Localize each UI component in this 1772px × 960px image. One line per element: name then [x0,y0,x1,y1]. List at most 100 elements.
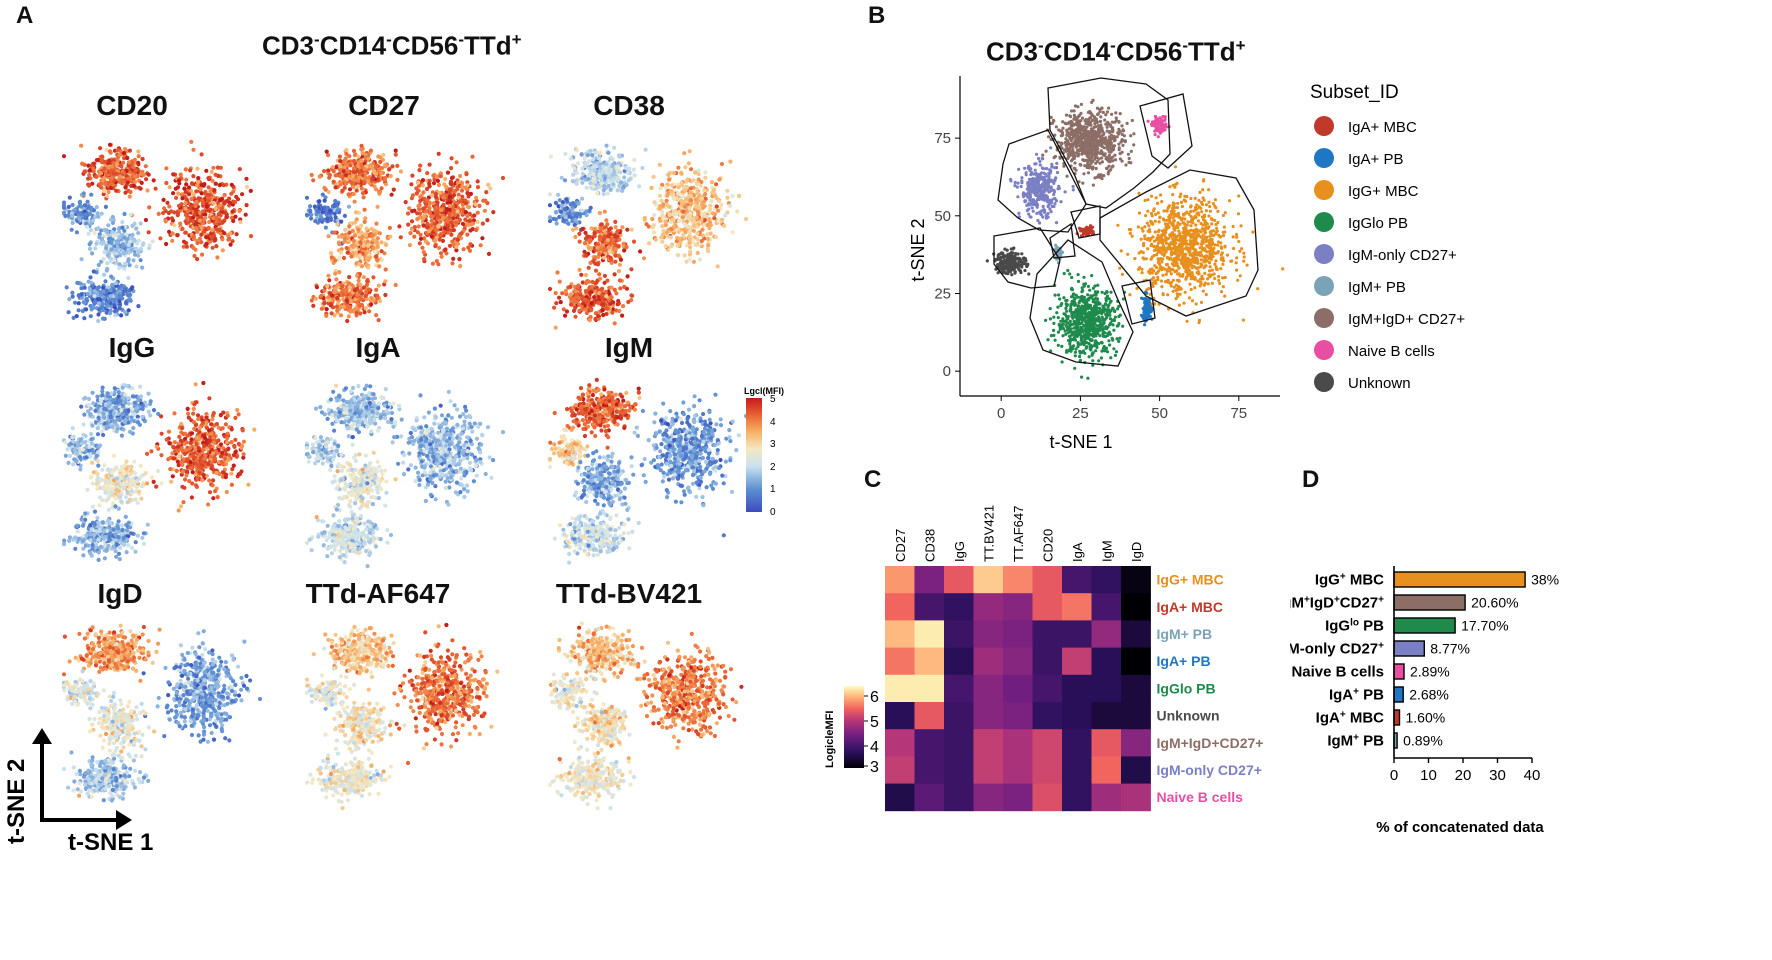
cell-dot [637,184,642,189]
cell-dot [420,183,425,188]
cell-dot [362,310,367,315]
cell-dot [322,185,327,191]
cell-dot [669,183,674,188]
cell-dot [175,233,180,238]
cell-dot [167,185,172,190]
cell-dot [191,420,197,425]
cell-dot [141,241,146,246]
cell-dot [176,508,181,513]
cell-dot [329,311,334,316]
cell-dot [559,203,564,208]
cell-dot [370,176,375,181]
cell-dot [319,306,324,311]
cell-dot [92,301,97,306]
cell-dot [613,219,618,224]
cell-dot [136,230,141,236]
cell-dot [107,142,113,147]
cell-dot [324,313,329,318]
cell-dot [650,225,655,230]
cell-dot [438,251,444,256]
cell-dot [214,227,219,232]
cell-dot [334,277,339,282]
cell-dot [136,154,141,159]
cell-dot [134,264,139,269]
cell-dot [78,281,83,286]
cell-dot [172,411,177,416]
cell-dot [193,461,198,466]
cell-dot [229,440,234,445]
cell-dot [210,245,215,250]
cell-dot [222,193,227,198]
cell-dot [435,178,440,183]
cell-dot [133,174,138,179]
cell-dot [351,185,356,190]
cell-dot [86,163,91,168]
cell-dot [441,215,446,221]
cell-dot [180,469,185,474]
cell-dot [212,457,217,462]
cell-dot [106,223,111,228]
cell-dot [207,478,212,483]
cell-dot [409,182,414,187]
cell-dot [88,221,93,226]
cell-dot [146,391,151,396]
cell-dot [708,231,713,236]
cell-dot [209,422,214,427]
cell-dot [96,226,101,231]
cell-dot [130,407,135,412]
cell-dot [406,211,411,216]
cell-dot [424,186,430,192]
cell-dot [201,209,206,214]
cell-dot [127,148,132,153]
cell-dot [86,396,92,402]
cell-dot [183,436,188,441]
cell-dot [165,200,170,205]
cell-dot [660,224,665,229]
cell-dot [94,241,99,246]
cell-dot [712,188,717,193]
cell-dot [117,262,122,267]
cell-dot [480,221,485,226]
cell-dot [204,415,209,420]
cell-dot [455,237,460,242]
cell-dot [429,193,434,198]
cell-dot [122,420,128,425]
cell-dot [191,192,196,197]
cell-dot [341,304,346,309]
cell-dot [219,206,224,211]
cell-dot [192,253,197,259]
cell-dot [168,467,173,472]
cell-dot [70,294,75,299]
cell-dot [159,453,164,458]
cell-dot [347,281,352,286]
cell-dot [597,251,602,256]
cell-dot [70,220,75,225]
cell-dot [121,179,126,184]
cell-dot [601,192,606,197]
cell-dot [573,314,578,319]
cell-dot [82,316,87,321]
cell-dot [599,181,604,186]
cell-dot [208,454,214,459]
cell-dot [364,263,369,268]
cell-dot [85,291,90,296]
cell-dot [695,250,700,256]
cell-dot [687,252,693,257]
cell-dot [179,421,184,427]
cell-dot [187,185,192,190]
cell-dot [554,301,559,306]
cell-dot [167,441,172,446]
cell-dot [327,175,332,180]
cell-dot [570,208,575,213]
cell-dot [226,457,231,462]
cell-dot [110,230,115,235]
cell-dot [166,429,172,434]
cell-dot [106,252,111,257]
cell-dot [240,428,245,433]
cell-dot [592,230,597,235]
cell-dot [130,394,135,399]
cell-dot [382,177,387,182]
cell-dot [676,227,681,232]
cell-dot [101,289,106,294]
cell-dot [218,182,223,187]
